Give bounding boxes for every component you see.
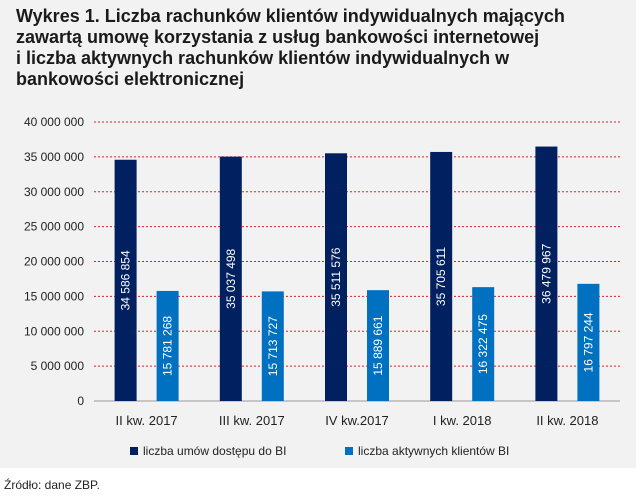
x-tick-label: I kw. 2018 xyxy=(433,413,492,428)
y-tick-label: 35 000 000 xyxy=(24,150,84,164)
chart-title-line: Wykres 1. Liczba rachunków klientów indy… xyxy=(16,6,565,26)
legend-swatch xyxy=(345,447,353,455)
data-label: 35 511 576 xyxy=(329,247,343,306)
data-label: 35 037 498 xyxy=(224,248,238,308)
data-label: 15 781 268 xyxy=(161,316,175,376)
y-tick-label: 10 000 000 xyxy=(24,324,84,338)
bar-access-agreements xyxy=(114,159,137,401)
data-label: 34 586 854 xyxy=(119,250,133,310)
data-label: 36 479 967 xyxy=(539,243,553,303)
legend-swatch xyxy=(130,447,138,455)
x-tick-label: II kw. 2017 xyxy=(116,413,178,428)
data-label: 16 797 244 xyxy=(581,312,595,372)
x-tick-label: III kw. 2017 xyxy=(219,413,285,428)
bar-access-agreements xyxy=(430,151,453,401)
chart-background xyxy=(0,0,636,468)
bar-access-agreements xyxy=(325,153,347,401)
y-tick-label: 0 xyxy=(77,394,84,408)
chart-title-line: i liczba aktywnych rachunków klientów in… xyxy=(16,48,510,68)
bar-access-agreements xyxy=(535,146,558,401)
bar-active-clients xyxy=(156,290,179,401)
y-tick-label: 5 000 000 xyxy=(31,359,85,373)
legend-label: liczba aktywnych klientów BI xyxy=(358,444,509,458)
data-label: 15 713 727 xyxy=(266,316,280,376)
source-note: Źródło: dane ZBP. xyxy=(4,478,100,492)
data-label: 16 322 475 xyxy=(476,314,490,374)
bar-active-clients xyxy=(472,287,495,401)
x-tick-label: II kw. 2018 xyxy=(536,413,598,428)
chart-title: Wykres 1. Liczba rachunków klientów indy… xyxy=(16,6,632,90)
bar-active-clients xyxy=(367,290,389,401)
y-tick-label: 15 000 000 xyxy=(24,289,84,303)
legend-label: liczba umów dostępu do BI xyxy=(143,444,286,458)
bar-access-agreements xyxy=(219,156,242,401)
y-tick-label: 40 000 000 xyxy=(24,115,84,129)
chart-title-line: zawartą umowę korzystania z usług bankow… xyxy=(16,27,540,47)
y-tick-label: 25 000 000 xyxy=(24,220,84,234)
y-tick-label: 20 000 000 xyxy=(24,255,84,269)
data-label: 15 889 661 xyxy=(371,315,385,375)
y-tick-label: 30 000 000 xyxy=(24,185,84,199)
data-label: 35 705 611 xyxy=(434,247,448,306)
bar-chart: 0 5 000 000 10 000 000 15 000 000 20 000 000… xyxy=(24,115,620,458)
chart-title-line: bankowości elektronicznej xyxy=(16,69,245,89)
bar-active-clients xyxy=(261,291,284,401)
x-tick-label: IV kw.2017 xyxy=(325,413,389,428)
bar-active-clients xyxy=(577,283,600,401)
